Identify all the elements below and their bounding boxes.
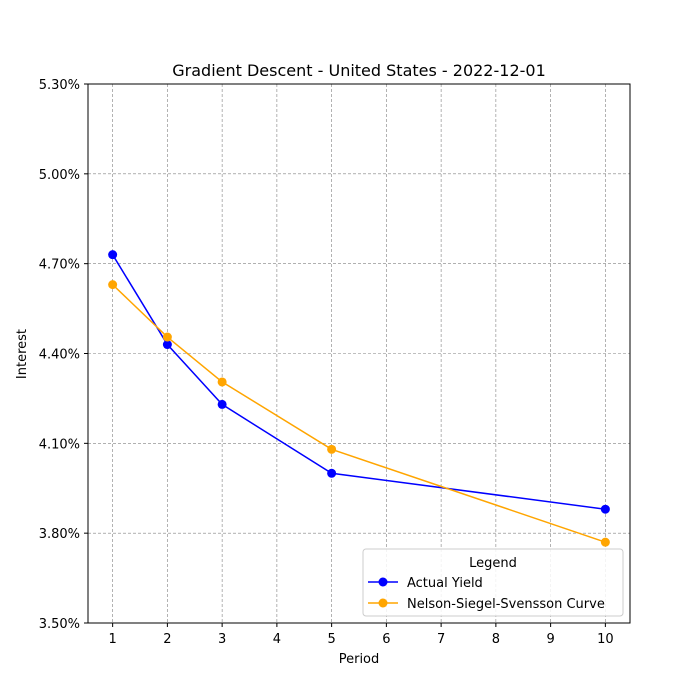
x-axis-ticks: 1 2 3 4 5 6 7 8 9 10 xyxy=(108,623,614,647)
legend-marker-nss-curve xyxy=(378,598,388,608)
legend: Legend Actual Yield Nelson-Siegel-Svenss… xyxy=(362,548,624,617)
y-tick-label: 4.10% xyxy=(39,437,80,452)
legend-title: Legend xyxy=(469,556,517,571)
y-tick-label: 5.00% xyxy=(39,168,80,183)
y-axis-ticks: 3.50% 3.80% 4.10% 4.40% 4.70% 5.00% 5.30% xyxy=(39,78,88,632)
x-tick-label: 8 xyxy=(492,632,500,647)
data-point-nelson-siegel-svensson-curve xyxy=(217,377,227,387)
x-tick-label: 2 xyxy=(163,632,171,647)
legend-label-nss-curve: Nelson-Siegel-Svensson Curve xyxy=(407,597,605,612)
data-point-nelson-siegel-svensson-curve xyxy=(327,444,337,454)
y-tick-label: 4.40% xyxy=(39,348,80,363)
series-layer xyxy=(108,250,610,547)
data-point-nelson-siegel-svensson-curve xyxy=(600,537,610,547)
y-axis-label: Interest xyxy=(15,329,30,379)
x-tick-label: 10 xyxy=(597,632,614,647)
y-tick-label: 5.30% xyxy=(39,78,80,93)
data-point-nelson-siegel-svensson-curve xyxy=(162,332,172,342)
data-point-nelson-siegel-svensson-curve xyxy=(108,280,118,290)
legend-marker-actual-yield xyxy=(378,577,388,587)
data-point-actual-yield xyxy=(162,340,172,350)
x-tick-label: 9 xyxy=(546,632,554,647)
y-tick-label: 3.80% xyxy=(39,527,80,542)
data-point-actual-yield xyxy=(108,250,118,260)
x-tick-label: 1 xyxy=(108,632,116,647)
y-tick-label: 3.50% xyxy=(39,617,80,632)
x-tick-label: 7 xyxy=(437,632,445,647)
x-tick-label: 5 xyxy=(327,632,335,647)
legend-label-actual-yield: Actual Yield xyxy=(407,576,483,591)
data-point-actual-yield xyxy=(217,399,227,409)
y-tick-label: 4.70% xyxy=(39,258,80,273)
legend-box xyxy=(362,548,624,617)
x-tick-label: 3 xyxy=(218,632,226,647)
data-point-actual-yield xyxy=(600,504,610,514)
chart-title: Gradient Descent - United States - 2022-… xyxy=(172,61,546,80)
x-tick-label: 4 xyxy=(273,632,281,647)
x-axis-label: Period xyxy=(339,652,380,667)
data-point-actual-yield xyxy=(327,468,337,478)
x-tick-label: 6 xyxy=(382,632,390,647)
